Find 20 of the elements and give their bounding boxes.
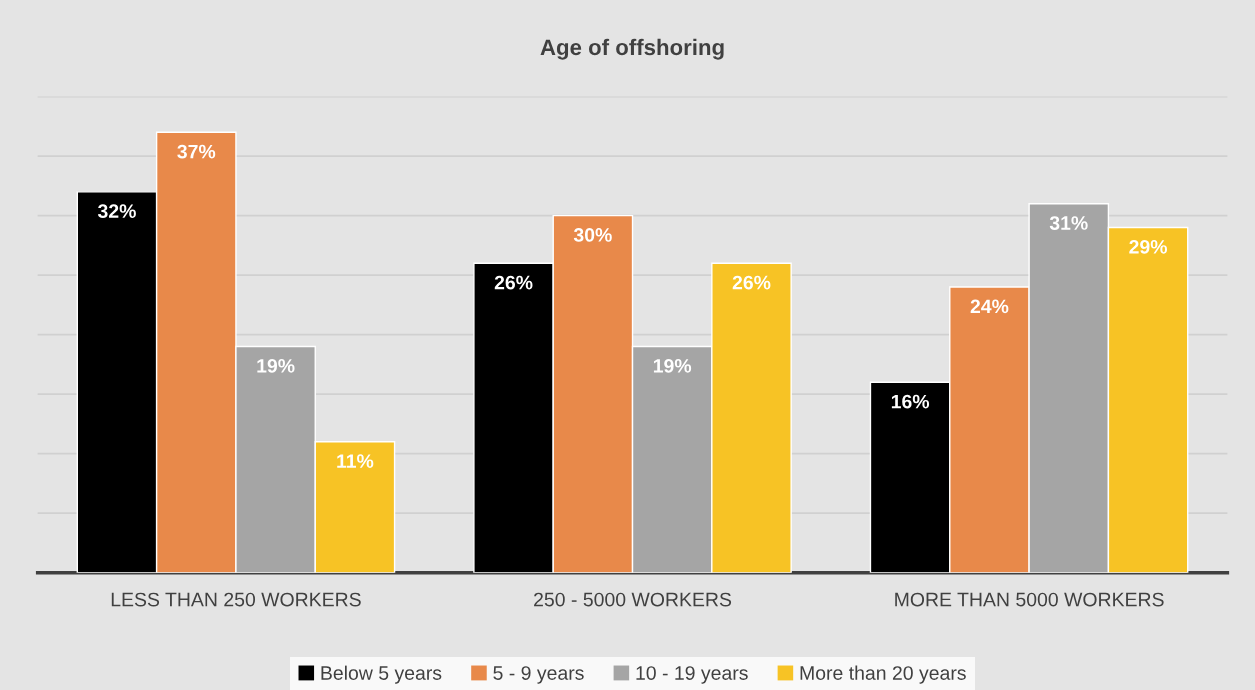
x-tick-label: LESS THAN 250 WORKERS [111, 592, 361, 607]
legend-label: Below 5 years [321, 665, 442, 684]
data-label: 19% [653, 358, 692, 373]
data-label: 37% [177, 144, 216, 159]
data-label: 24% [970, 299, 1009, 314]
data-label: 16% [891, 394, 930, 409]
data-label: 29% [1129, 239, 1168, 254]
data-label: 11% [337, 454, 374, 468]
chart-title: Age of offshoring [540, 38, 724, 60]
data-label: 30% [573, 228, 612, 242]
legend-label: 10 - 19 years [636, 666, 748, 684]
x-tick-label: MORE THAN 5000 WORKERS [895, 592, 1164, 607]
legend-label: 5 - 9 years [493, 666, 584, 684]
legend-label: More than 20 years [800, 665, 966, 684]
data-label: 32% [97, 204, 136, 219]
data-label: 26% [494, 275, 533, 290]
data-label: 26% [732, 275, 771, 290]
data-label: 19% [257, 358, 295, 373]
data-label: 31% [1049, 216, 1088, 230]
x-tick-label: 250 - 5000 WORKERS [534, 592, 732, 607]
